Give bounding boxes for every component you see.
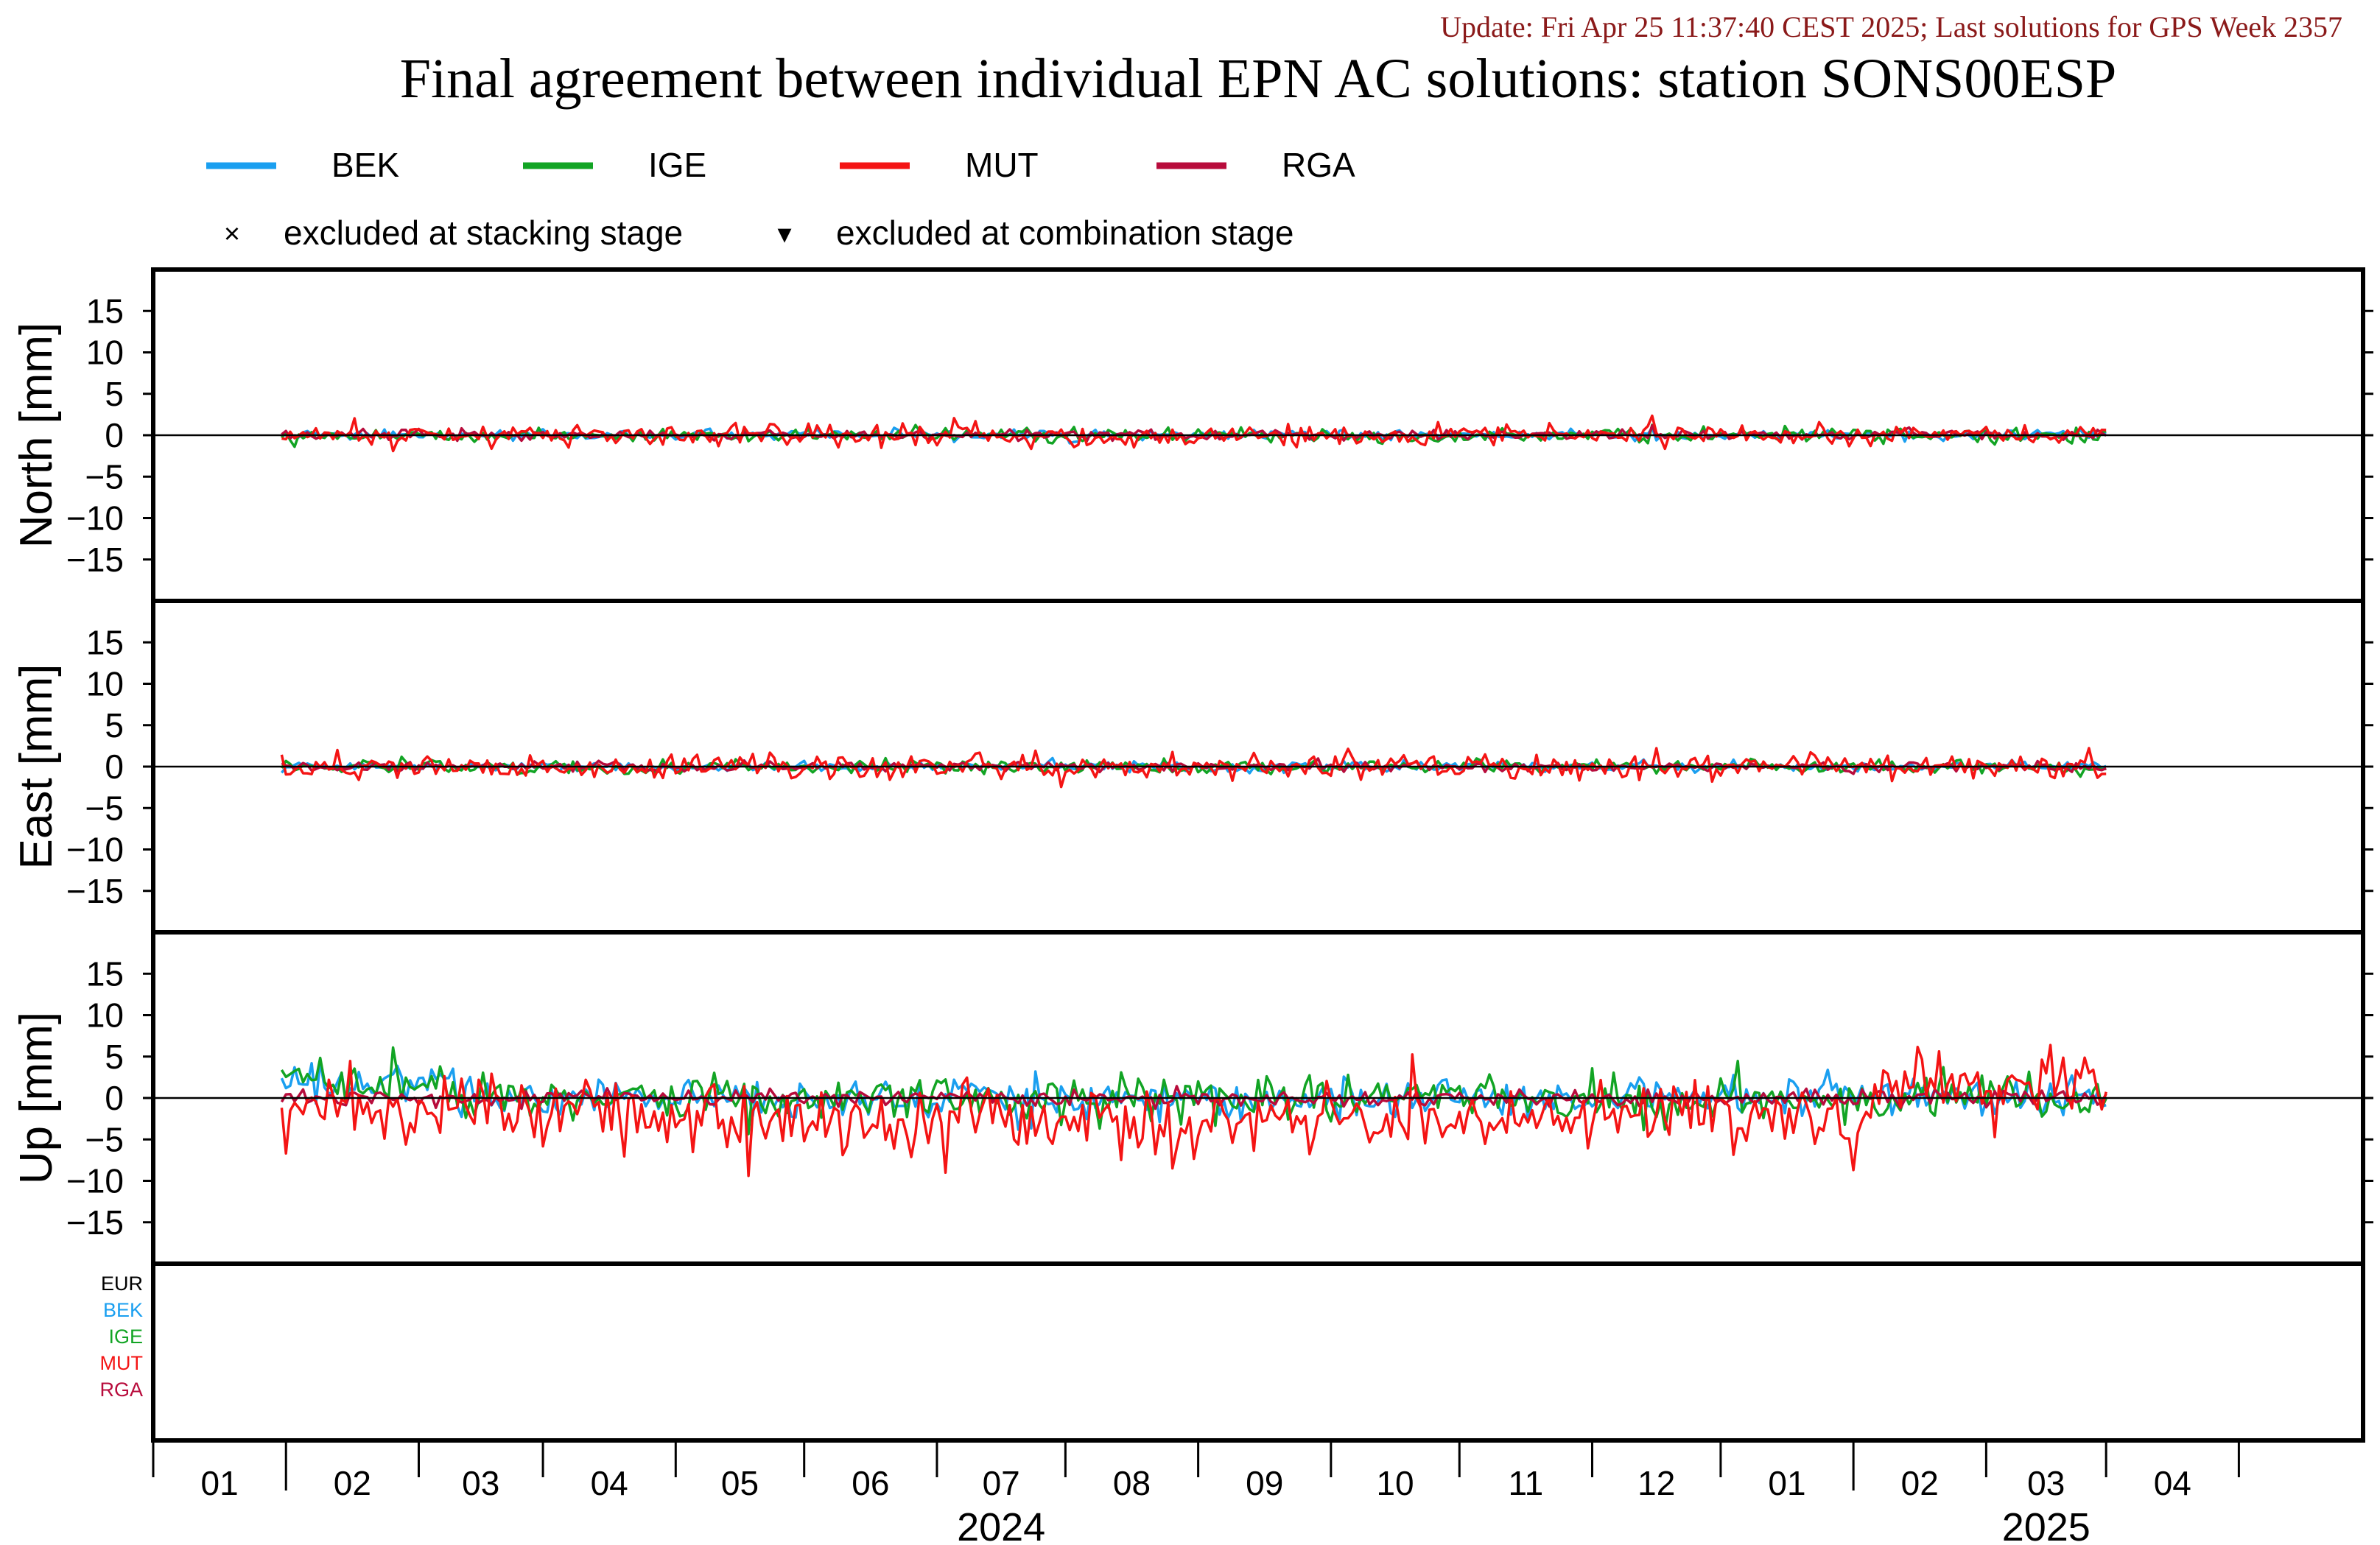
xtick-label-month: 08 [1113, 1464, 1151, 1502]
chart-title: Final agreement between individual EPN A… [400, 48, 2117, 110]
ytick-label-north: −5 [85, 457, 124, 496]
ytick-label-east: −10 [66, 831, 124, 869]
update-line: Update: Fri Apr 25 11:37:40 CEST 2025; L… [1440, 10, 2342, 43]
xtick-label-month: 05 [721, 1464, 759, 1502]
legend: BEK IGE MUT RGA × excluded at stacking stage ▾… [206, 146, 1355, 252]
ytick-label-east: 10 [86, 665, 124, 703]
ytick-label-up: −5 [85, 1120, 124, 1158]
marker-symbol-cross: × [224, 219, 240, 250]
xtick-label-month: 03 [2027, 1464, 2065, 1502]
xtick-label-month: 11 [1508, 1464, 1543, 1502]
xtick-label-month: 03 [462, 1464, 499, 1502]
legend-label-ige: IGE [648, 146, 706, 184]
xtick-label-month: 02 [1901, 1464, 1939, 1502]
ytick-label-north: 15 [86, 292, 124, 330]
xtick-label-month: 07 [983, 1464, 1020, 1502]
ytick-label-up: 15 [86, 954, 124, 993]
ytick-label-north: 0 [105, 416, 124, 454]
marker-label-stacking: excluded at stacking stage [284, 214, 683, 252]
ylabel-east: East [mm] [11, 664, 62, 869]
x-axis: 01 02 03 04 05 06 07 08 09 10 11 12 01 02 03 04 2024 2025 [152, 1440, 2240, 1545]
series-line-up-mut [280, 1044, 2107, 1178]
legend-label-rga: RGA [1282, 146, 1355, 184]
marker-symbol-triangle: ▾ [777, 219, 791, 250]
ylabel-up: Up [mm] [11, 1012, 62, 1184]
ytick-label-north: 5 [105, 375, 124, 413]
ytick-label-up: 0 [105, 1079, 124, 1117]
ytick-label-up: −10 [66, 1162, 124, 1200]
xtick-label-month: 09 [1246, 1464, 1283, 1502]
stats-label-eur: EUR [101, 1273, 143, 1295]
series-line-east-mut [280, 747, 2107, 789]
ytick-label-east: −15 [66, 872, 124, 910]
ytick-label-up: −15 [66, 1203, 124, 1242]
xtick-label-month: 02 [334, 1464, 371, 1502]
ytick-label-up: 5 [105, 1038, 124, 1076]
xtick-label-year: 2025 [2002, 1505, 2091, 1545]
ytick-label-north: −10 [66, 499, 124, 538]
xtick-label-month: 04 [591, 1464, 628, 1502]
xtick-label-month: 04 [2154, 1464, 2191, 1502]
legend-label-bek: BEK [331, 146, 399, 184]
legend-label-mut: MUT [965, 146, 1039, 184]
xtick-label-year: 2024 [957, 1505, 1045, 1545]
stats-label-bek: BEK [103, 1299, 143, 1321]
stats-label-rga: RGA [99, 1379, 143, 1401]
marker-label-combination: excluded at combination stage [836, 214, 1293, 252]
xtick-label-month: 01 [201, 1464, 239, 1502]
xtick-label-month: 12 [1637, 1464, 1675, 1502]
stats-label-ige: IGE [108, 1326, 143, 1348]
stats-panel: EUR BEK IGE MUT RGA [99, 1261, 2365, 1443]
xtick-label-month: 06 [852, 1464, 889, 1502]
ylabel-north: North [mm] [11, 323, 62, 549]
ytick-label-east: −5 [85, 789, 124, 827]
ytick-label-north: 10 [86, 334, 124, 372]
xtick-label-month: 01 [1768, 1464, 1805, 1502]
stats-label-mut: MUT [100, 1352, 143, 1374]
ytick-label-up: 10 [86, 996, 124, 1035]
stats-frame [151, 1261, 2365, 1443]
ytick-label-east: 15 [86, 623, 124, 661]
ytick-label-east: 5 [105, 706, 124, 745]
ytick-label-north: −15 [66, 541, 124, 579]
ytick-label-east: 0 [105, 747, 124, 786]
xtick-label-month: 10 [1376, 1464, 1414, 1502]
